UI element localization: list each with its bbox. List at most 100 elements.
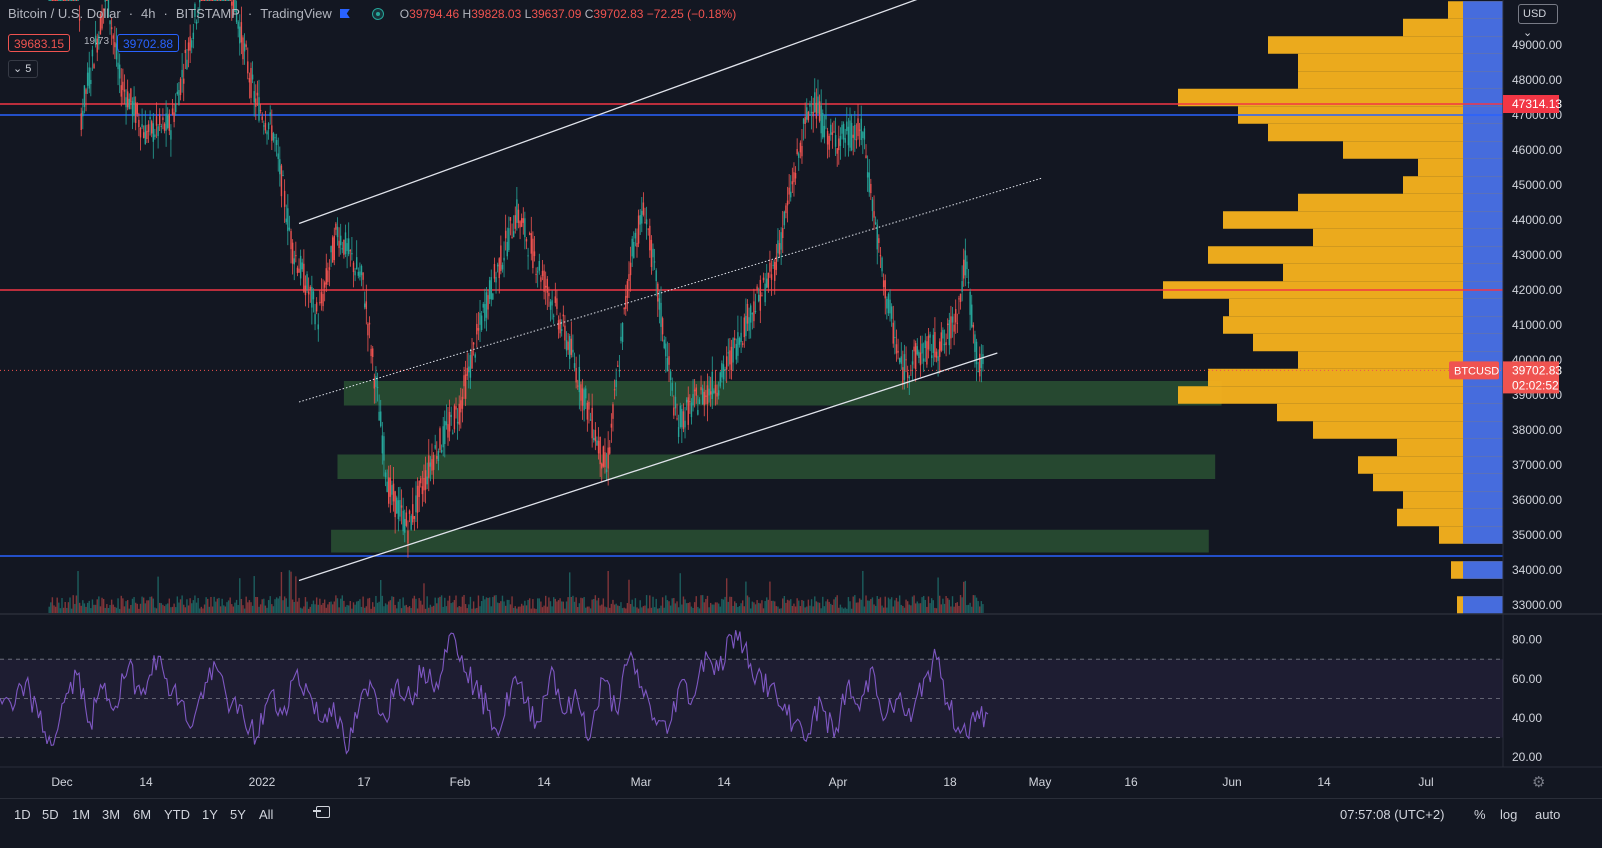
volume-bar [154, 607, 156, 613]
platform-label: TradingView [260, 6, 332, 21]
volume-bar [637, 608, 640, 613]
volume-bar [922, 595, 925, 613]
buy-price-button[interactable]: 39702.88 [117, 34, 180, 52]
volume-bar [937, 577, 939, 613]
x-tick-label: 16 [1124, 775, 1138, 789]
volume-bar [969, 602, 971, 613]
candle [908, 376, 910, 379]
candle [320, 292, 323, 304]
y-tick-label: 46000.00 [1512, 143, 1562, 157]
candle [472, 342, 475, 345]
candle [594, 429, 597, 442]
volume-bar [213, 596, 215, 613]
indicators-toggle[interactable]: ⌄ 5 [8, 60, 38, 78]
candle [367, 323, 369, 336]
volume-bar [508, 599, 510, 613]
volume-profile-bar [1298, 71, 1503, 89]
candle [492, 293, 494, 300]
range-1m-button[interactable]: 1M [72, 807, 91, 822]
volume-bar [709, 602, 712, 613]
volume-bar [235, 599, 238, 613]
candle [413, 516, 416, 519]
volume-bar [943, 603, 946, 613]
candle [346, 243, 348, 251]
go-to-date-icon[interactable] [313, 806, 330, 818]
candle [224, 0, 227, 1]
volume-bar [874, 605, 877, 613]
volume-bar [394, 604, 396, 613]
volume-bar [170, 607, 172, 613]
interval-label[interactable]: 4h [141, 6, 156, 21]
volume-bar [175, 607, 177, 613]
volume-bar [157, 576, 159, 613]
range-1d-button[interactable]: 1D [14, 807, 31, 822]
volume-bar [972, 595, 975, 613]
range-5d-button[interactable]: 5D [42, 807, 59, 822]
price-chart[interactable]: 33000.00 34000.00 35000.00 36000.00 37000.00… [0, 0, 1602, 798]
market-status-icon[interactable] [371, 7, 384, 20]
candle [477, 328, 480, 331]
range-ytd-button[interactable]: YTD [164, 807, 190, 822]
volume-bar [279, 596, 281, 613]
candle [677, 427, 680, 437]
range-5y-button[interactable]: 5Y [230, 807, 246, 822]
candle [830, 124, 832, 135]
trendline[interactable] [298, 352, 998, 582]
volume-bar [959, 595, 962, 613]
range-3m-button[interactable]: 3M [102, 807, 121, 822]
candle [328, 267, 331, 270]
candle [698, 399, 701, 405]
trendline[interactable] [298, 0, 1042, 225]
sell-price-button[interactable]: 39683.15 [8, 34, 71, 52]
gear-icon[interactable]: ⚙ [1532, 774, 1546, 791]
candle [846, 121, 848, 131]
volume-profile-bar [1208, 246, 1503, 264]
volume-bar [620, 602, 622, 613]
volume-bar [548, 597, 550, 613]
candle [115, 43, 118, 60]
candle [879, 255, 882, 257]
volume-bar [615, 603, 617, 613]
candle [706, 385, 709, 404]
volume-bar [304, 597, 307, 613]
candle [777, 240, 779, 254]
volume-bar [756, 600, 758, 613]
log-toggle[interactable]: log [1500, 807, 1518, 822]
volume-bar [572, 595, 574, 613]
volume-bar [181, 595, 183, 613]
candle [327, 270, 329, 282]
clock[interactable]: 07:57:08 (UTC+2) [1340, 807, 1445, 822]
support-zone[interactable] [343, 381, 1222, 406]
candle [854, 124, 856, 140]
candle [751, 313, 754, 315]
volume-bar [179, 599, 182, 613]
candle [56, 0, 58, 1]
flag-icon[interactable] [339, 9, 350, 18]
auto-toggle[interactable]: auto [1535, 807, 1561, 822]
support-zone[interactable] [331, 529, 1209, 553]
support-zone[interactable] [337, 454, 1216, 480]
candle [631, 238, 633, 257]
range-1y-button[interactable]: 1Y [202, 807, 218, 822]
currency-select[interactable]: USD ⌄ [1518, 4, 1558, 39]
percent-toggle[interactable]: % [1474, 807, 1486, 822]
volume-bar [384, 603, 387, 613]
range-all-button[interactable]: All [259, 807, 274, 822]
volume-bar [391, 596, 393, 613]
candle [583, 389, 585, 411]
candle [703, 391, 705, 406]
volume-bar [114, 606, 116, 613]
candle [149, 117, 151, 120]
symbol-title[interactable]: Bitcoin / U.S. Dollar [8, 6, 121, 21]
candle [410, 515, 412, 530]
volume-bar [439, 596, 441, 613]
volume-bar [530, 608, 532, 613]
volume-bar [251, 605, 254, 613]
candle [517, 209, 520, 224]
volume-bar [159, 602, 161, 613]
volume-bar [138, 608, 140, 613]
volume-bar [553, 597, 555, 613]
candle [766, 278, 768, 288]
range-6m-button[interactable]: 6M [133, 807, 152, 822]
volume-bar [626, 603, 629, 613]
